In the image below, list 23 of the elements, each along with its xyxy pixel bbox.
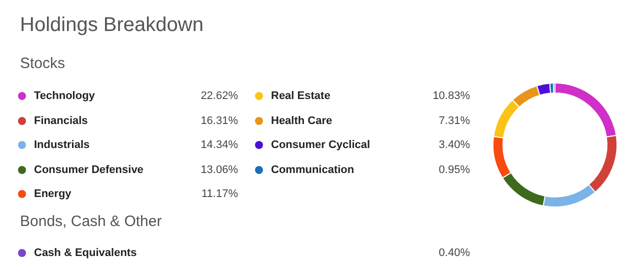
- data-label: 10.83%: [432, 90, 470, 102]
- data-label: 3.40%: [438, 139, 470, 152]
- text: Bonds, Cash & Other: [20, 213, 162, 230]
- legend-label: Real Estate: [271, 90, 332, 102]
- data-label: 16.31%: [200, 114, 238, 127]
- legend-label: Energy: [34, 188, 72, 200]
- data-label: 0.95%: [438, 164, 470, 176]
- data-label: 0.40%: [438, 247, 470, 259]
- legend-label: Cash & Equivalents: [34, 247, 138, 259]
- data-label: 7.31%: [438, 114, 470, 127]
- data-label: 14.34%: [200, 139, 238, 152]
- legend-label: Communication: [271, 164, 356, 176]
- legend-label: Consumer Cyclical: [271, 139, 372, 152]
- legend-label: Consumer Defensive: [34, 164, 144, 176]
- text: Stocks: [20, 55, 66, 72]
- data-label: 13.06%: [200, 164, 238, 176]
- legend-label: Technology: [34, 90, 96, 102]
- legend-label: Financials: [34, 114, 89, 127]
- legend-label: Health Care: [271, 114, 334, 127]
- data-label: 22.62%: [200, 90, 238, 102]
- chart-title: Holdings Breakdown: [20, 14, 204, 37]
- legend-label: Industrials: [34, 139, 91, 152]
- data-label: 11.17%: [202, 188, 238, 200]
